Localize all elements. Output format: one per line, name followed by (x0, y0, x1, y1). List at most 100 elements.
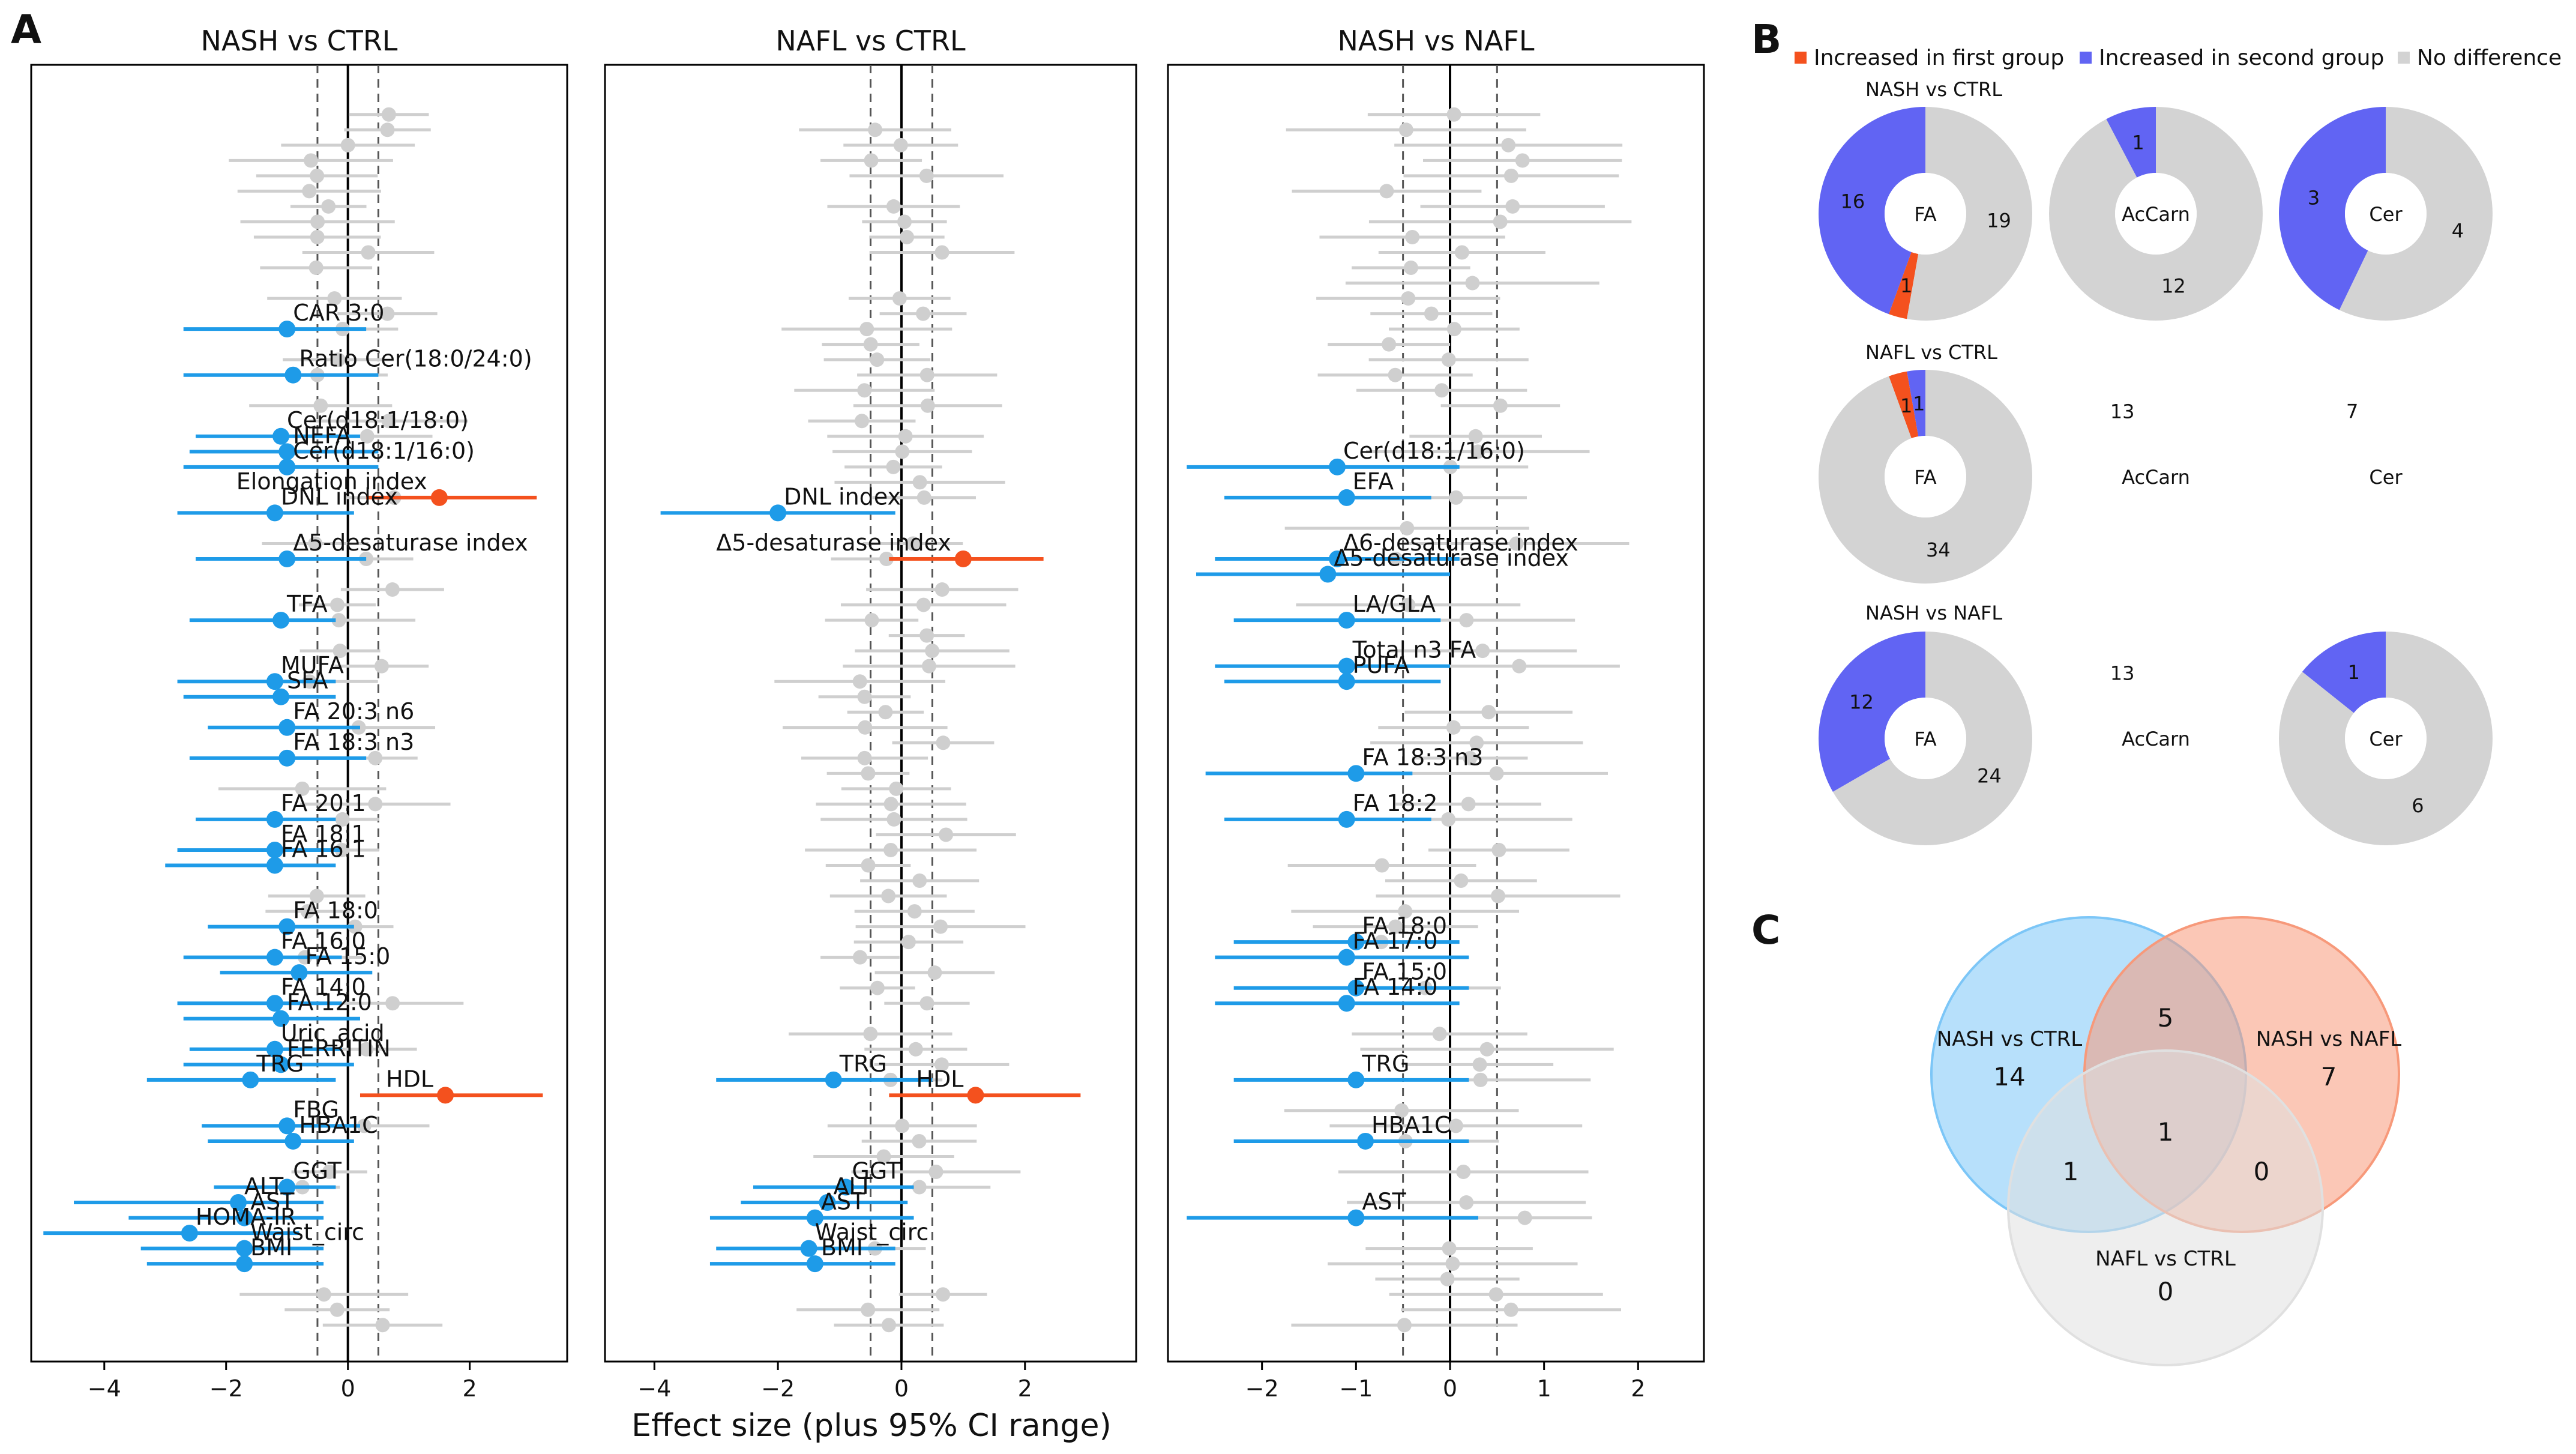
donut-slice-count: 13 (2110, 662, 2135, 684)
point-label: EFA (1353, 468, 1394, 495)
point-label: ALT (833, 1173, 873, 1199)
point-label: FA 16:0 (281, 928, 366, 955)
donut-slice-count: 4 (2452, 219, 2464, 242)
point-nonsig (857, 750, 872, 765)
point-nonsig (330, 1302, 345, 1317)
point-nonsig (1441, 812, 1456, 827)
donut-hole (2345, 698, 2427, 779)
x-tick-label: −2 (209, 1375, 243, 1402)
x-tick-label: −2 (761, 1375, 795, 1402)
point-label: AST (1362, 1189, 1406, 1215)
point-nonsig (889, 781, 904, 796)
point-nonsig (870, 352, 885, 367)
point-nonsig (881, 1318, 896, 1333)
point-label: FA 18:3 n3 (293, 729, 414, 755)
point-label: FA 18:0 (293, 897, 378, 924)
point-label: DNL index (784, 483, 901, 510)
point-nonsig (313, 398, 328, 413)
point-label: HDL (916, 1066, 963, 1092)
point-nonsig (385, 582, 400, 597)
point-nonsig (897, 214, 912, 229)
point-nonsig (385, 996, 400, 1011)
point-nonsig (322, 1164, 337, 1179)
point-label: FA 18:3 n3 (1362, 744, 1483, 770)
point-estimate (437, 1087, 454, 1104)
point-label: NEFA (293, 422, 351, 448)
point-nonsig (308, 261, 324, 276)
donut-slice-count: 1 (2132, 131, 2144, 154)
point-nonsig (1446, 107, 1461, 122)
point-label: Δ6-desaturase index (1343, 529, 1578, 556)
point-nonsig (1490, 888, 1505, 903)
point-nonsig (1401, 291, 1416, 306)
point-nonsig (1445, 1256, 1460, 1271)
point-label: DNL index (281, 483, 398, 510)
donut-hole (1885, 698, 1966, 779)
point-label: Uric_acid (281, 1020, 385, 1046)
point-nonsig (919, 628, 934, 643)
point-nonsig (300, 904, 315, 919)
donut-chart: 16 1 19 FA (1819, 107, 2033, 321)
point-nonsig (327, 291, 342, 306)
venn-region-count: 0 (2254, 1157, 2270, 1186)
point-estimate (1347, 934, 1365, 951)
plot-frame (30, 64, 568, 1363)
point-label: TRG (1361, 1051, 1409, 1077)
donut-chart: 13 AcCarn (2110, 400, 2197, 517)
point-nonsig (368, 797, 383, 812)
point-nonsig (900, 229, 915, 244)
point-estimate (1347, 1071, 1365, 1088)
donut-slice-none (1819, 370, 2033, 584)
point-estimate (1338, 673, 1355, 690)
point-nonsig (1463, 750, 1478, 765)
point-label: LA/GLA (1353, 591, 1436, 617)
point-nonsig (1379, 184, 1394, 199)
donut-hole (1885, 173, 1966, 255)
point-nonsig (380, 306, 395, 321)
donut-center-label: FA (1914, 466, 1936, 489)
point-label: CAR 3:0 (293, 300, 384, 326)
point-nonsig (374, 659, 389, 674)
point-estimate (236, 1255, 253, 1273)
venn-set-3 (2007, 1049, 2324, 1366)
point-nonsig (883, 797, 898, 812)
panel-label-c: C (1751, 907, 1780, 953)
point-nonsig (333, 644, 348, 659)
point-nonsig (360, 429, 375, 444)
point-nonsig (1446, 720, 1461, 735)
donut-slice-none (1832, 632, 2032, 845)
point-nonsig (925, 644, 940, 659)
donut-slice-count: 3 (2308, 187, 2320, 210)
point-nonsig (1488, 1287, 1503, 1302)
point-nonsig (1401, 597, 1416, 612)
legend-label: No difference (2417, 46, 2562, 70)
x-tick-label: 0 (894, 1375, 909, 1402)
point-label: Δ5-desaturase index (1334, 545, 1569, 572)
point-label: HBA1C (1371, 1112, 1450, 1138)
point-nonsig (295, 781, 310, 796)
legend-swatch (2398, 52, 2410, 64)
point-nonsig (1440, 1271, 1455, 1287)
point-nonsig (1509, 536, 1524, 551)
point-estimate (967, 1087, 984, 1104)
donut-chart: 7 Cer (2345, 400, 2427, 517)
point-nonsig (883, 842, 898, 857)
point-nonsig (357, 1118, 372, 1133)
point-estimate (806, 1255, 823, 1273)
x-tick-label: −4 (637, 1375, 671, 1402)
point-nonsig (928, 1164, 943, 1179)
point-label: FERRITIN (287, 1035, 391, 1061)
point-estimate (837, 1178, 855, 1196)
point-nonsig (1398, 904, 1413, 919)
point-nonsig (858, 720, 873, 735)
point-label: PUFA (1353, 652, 1410, 678)
point-nonsig (864, 613, 879, 628)
point-estimate (1338, 612, 1355, 629)
point-estimate (266, 995, 283, 1012)
point-estimate (284, 1132, 302, 1150)
point-label: FA 18:2 (1353, 790, 1438, 816)
point-nonsig (1517, 1210, 1532, 1225)
point-estimate (819, 1194, 836, 1211)
point-label: FA 18:0 (1362, 913, 1447, 939)
point-nonsig (335, 812, 350, 827)
